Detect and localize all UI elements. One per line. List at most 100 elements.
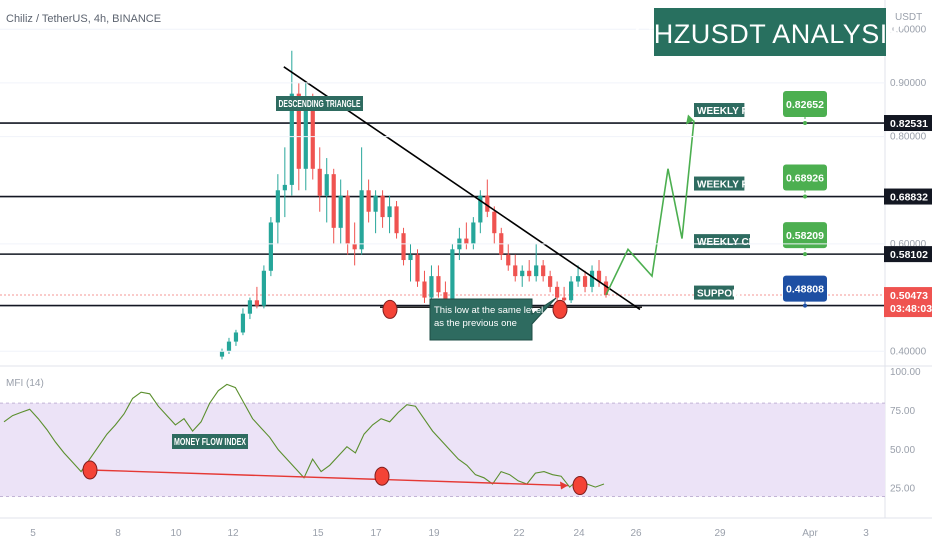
callout-bubble	[429, 297, 557, 341]
candle-body	[380, 195, 385, 218]
candle-body	[485, 195, 490, 212]
candle-body	[331, 174, 336, 228]
price-tick-label: 0.90000	[890, 78, 927, 89]
symbol-label[interactable]: Chiliz / TetherUS, 4h, BINANCE	[6, 13, 161, 25]
candle-body	[450, 249, 455, 303]
low-marker	[82, 460, 98, 480]
candle-body	[247, 300, 253, 314]
time-tick-label: 10	[170, 528, 182, 539]
candle-body	[345, 195, 350, 244]
candle-body	[562, 297, 567, 301]
time-tick-label: 3	[863, 528, 869, 539]
candle-body	[548, 276, 553, 287]
candle-body	[527, 270, 532, 277]
candle-body	[575, 276, 581, 282]
mfi-divergence-line	[89, 469, 569, 487]
candle-body	[422, 281, 427, 298]
candle-body	[282, 184, 287, 191]
candle-body	[219, 351, 225, 357]
mfi-series	[3, 383, 605, 490]
level-value-label: 0.82652	[786, 99, 824, 111]
mfi-tick-label: 50.00	[890, 445, 915, 456]
price-tick-label: 0.80000	[890, 132, 927, 143]
candle-body	[233, 332, 239, 342]
level-tag-bg	[694, 103, 745, 118]
price-scale-level-badge	[884, 246, 932, 263]
level-tag-label: WEEKLY R1	[697, 180, 755, 191]
candle-body	[443, 292, 448, 303]
pattern-tag: DESCENDING TRIANGLE	[279, 99, 361, 110]
candle-body	[268, 222, 273, 271]
time-tick-label: 15	[312, 528, 324, 539]
candle-body	[394, 206, 399, 234]
last-price-badge	[884, 287, 932, 318]
level-value-box	[783, 164, 827, 191]
low-markers	[82, 299, 588, 496]
candle-body	[275, 190, 280, 223]
candle-body	[352, 243, 357, 250]
candle-body	[408, 254, 413, 261]
mfi-title[interactable]: MFI (14)	[6, 378, 44, 389]
mfi-tick-label: 75.00	[890, 406, 915, 417]
level-tag-bg	[694, 176, 745, 191]
title-banner	[654, 8, 886, 56]
candle-body	[603, 281, 609, 295]
candle-body	[240, 313, 246, 333]
price-tick-label: 0.60000	[890, 239, 927, 250]
candle-body	[373, 195, 378, 212]
level-value-box	[783, 275, 827, 302]
level-tag-label: SUPPORT	[697, 289, 745, 300]
price-scale-labels: 0.825310.688320.581020.485130.5047303:48…	[884, 115, 932, 318]
candle-body	[359, 190, 364, 250]
candle-body	[401, 233, 406, 261]
price-tick-label: 1.00000	[890, 24, 927, 35]
candle-body	[289, 93, 294, 185]
mfi-tick-label: 100.00	[890, 367, 921, 378]
price-scale-level-value: 0.58102	[890, 249, 928, 261]
level-value-label: 0.68926	[786, 173, 824, 185]
level-value-dot	[803, 121, 807, 126]
candle-body	[534, 265, 539, 277]
level-tags: WEEKLY R2 WEEKLY R1 WEEKLY CPR SUPPORT	[694, 103, 763, 300]
level-value-dot	[803, 303, 807, 308]
candle-body	[520, 270, 525, 277]
candle-body	[596, 270, 602, 282]
level-tag-bg	[694, 234, 750, 249]
mfi-axis: 100.00 75.00 50.00 25.00	[890, 367, 921, 495]
level-value-box	[783, 91, 827, 118]
low-marker	[374, 466, 390, 486]
bar-countdown: 03:48:03	[890, 303, 932, 315]
level-value-boxes: 0.82652 0.68926 0.58209 0.48808	[783, 91, 827, 308]
price-scale-level-value: 0.68832	[890, 192, 928, 204]
candle-body	[582, 276, 588, 287]
time-tick-label: 24	[573, 528, 585, 539]
candle-body	[338, 195, 343, 228]
candle-body	[296, 93, 301, 169]
candle-body	[568, 281, 574, 301]
candle-body	[415, 254, 420, 282]
time-axis: 5 8 10 12 15 17 19 22 24 26 29 Apr 3	[30, 528, 869, 539]
currency-label: USDT	[895, 12, 922, 23]
candle-body	[226, 341, 232, 352]
pattern-tag-bg	[276, 96, 363, 111]
time-tick-label: 29	[714, 528, 726, 539]
level-value-dot	[803, 194, 807, 199]
last-price-value: 0.50473	[890, 290, 928, 302]
time-tick-label: 22	[513, 528, 525, 539]
low-marker	[572, 476, 588, 496]
price-scale-level-value: 0.82531	[890, 118, 928, 130]
level-tag-label: WEEKLY CPR	[697, 237, 763, 248]
projection-arrowhead	[686, 114, 694, 125]
price-tick-label: 0.40000	[890, 346, 927, 357]
time-tick-label: 17	[370, 528, 382, 539]
mfi-line	[3, 383, 605, 488]
callout-text-line-1: This low at the same level	[434, 305, 543, 316]
candle-body	[317, 168, 322, 196]
candle-body	[324, 174, 329, 196]
time-tick-label: 8	[115, 528, 121, 539]
low-marker	[382, 299, 398, 319]
candle-body	[478, 195, 483, 223]
level-value-dot	[803, 252, 807, 257]
callout-text-line-2: as the previous one	[434, 318, 517, 329]
